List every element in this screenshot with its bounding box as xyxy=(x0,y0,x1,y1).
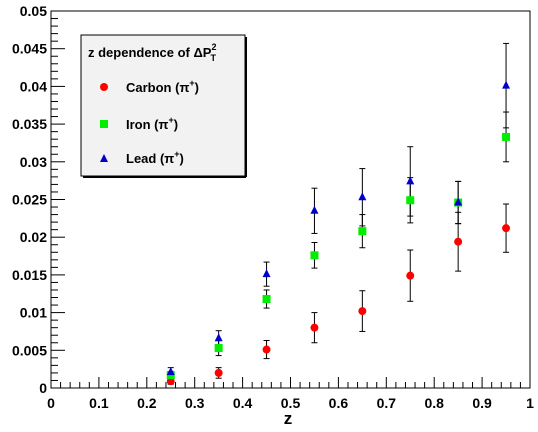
data-point-circle xyxy=(214,368,223,377)
legend-label-carbon: Carbon (π+) xyxy=(126,78,199,95)
y-tick-label: 0.02 xyxy=(20,229,47,245)
x-tick-label: 0.5 xyxy=(281,395,301,411)
y-tick-label: 0.025 xyxy=(12,192,47,208)
data-point-circle xyxy=(406,271,415,280)
data-point-square xyxy=(262,295,271,304)
data-point-square xyxy=(502,132,511,141)
y-tick-label: 0.005 xyxy=(12,342,47,358)
data-point-circle xyxy=(454,237,463,246)
x-tick-label: 0.7 xyxy=(377,395,397,411)
y-tick-label: 0.035 xyxy=(12,116,47,132)
legend-label-iron: Iron (π+) xyxy=(126,115,178,132)
x-tick-label: 0 xyxy=(47,395,55,411)
data-point-circle xyxy=(262,345,271,354)
data-point-triangle xyxy=(358,192,367,201)
data-point-triangle xyxy=(214,333,223,342)
data-point-triangle xyxy=(502,80,511,89)
legend-marker-iron xyxy=(100,120,108,128)
x-tick-label: 0.4 xyxy=(233,395,253,411)
x-axis-label: z xyxy=(284,409,293,428)
y-tick-label: 0 xyxy=(39,380,47,396)
data-point-circle xyxy=(502,224,511,233)
y-tick-label: 0.015 xyxy=(12,267,47,283)
legend-box xyxy=(80,34,246,177)
data-point-square xyxy=(166,371,175,380)
data-point-square xyxy=(358,227,367,236)
y-tick-label: 0.01 xyxy=(20,305,47,321)
x-tick-label: 0.1 xyxy=(89,395,109,411)
x-tick-label: 1 xyxy=(526,395,534,411)
data-point-triangle xyxy=(310,205,319,214)
x-tick-labels: 0 0.1 0.2 0.3 0.4 0.5 0.6 0.7 0.8 0.9 1 xyxy=(47,395,534,411)
x-tick-label: 0.9 xyxy=(472,395,492,411)
legend-marker-lead xyxy=(100,154,108,162)
data-markers xyxy=(166,80,511,386)
legend: z dependence of ΔP2 T Carbon (π+) Iron (π… xyxy=(80,34,247,178)
data-point-triangle xyxy=(406,176,415,185)
legend-title: z dependence of ΔP2 T xyxy=(88,42,217,63)
legend-marker-carbon xyxy=(100,83,108,91)
axis-ticks xyxy=(50,10,531,389)
data-point-circle xyxy=(358,307,367,316)
y-tick-labels: 0 0.005 0.01 0.015 0.02 0.025 0.03 0.035 0.04 0.0… xyxy=(12,3,47,396)
data-point-square xyxy=(310,251,319,260)
y-tick-label: 0.03 xyxy=(20,154,47,170)
data-point-circle xyxy=(166,377,175,386)
x-tick-label: 0.6 xyxy=(329,395,349,411)
data-point-triangle xyxy=(262,269,271,278)
data-point-triangle xyxy=(166,367,175,376)
x-tick-label: 0.3 xyxy=(185,395,205,411)
data-point-square xyxy=(214,344,223,353)
legend-label-lead: Lead (π+) xyxy=(126,149,184,166)
y-tick-label: 0.045 xyxy=(12,41,47,57)
data-point-square xyxy=(406,196,415,205)
y-tick-label: 0.05 xyxy=(20,3,47,19)
y-tick-label: 0.04 xyxy=(20,78,47,94)
data-point-triangle xyxy=(454,197,463,206)
x-tick-label: 0.8 xyxy=(424,395,444,411)
data-point-circle xyxy=(310,323,319,332)
x-tick-label: 0.2 xyxy=(137,395,157,411)
